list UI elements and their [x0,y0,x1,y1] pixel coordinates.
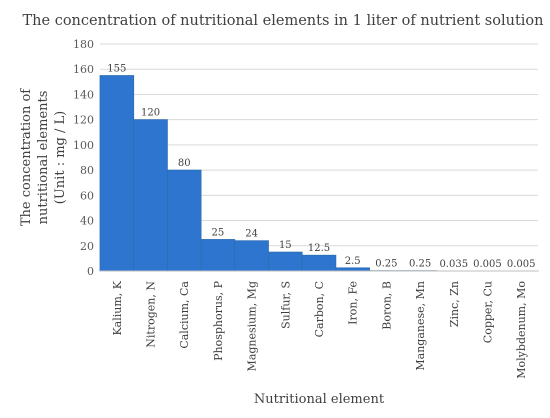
x-category-label: Kalium, K [111,280,124,335]
x-category-label: Manganese, Mn [414,281,427,371]
y-tick-label: 100 [73,139,94,152]
y-axis-title-line: (Unit : mg / L) [53,111,68,204]
y-tick-label: 40 [80,215,94,228]
x-category-label: Iron, Fe [347,281,360,325]
x-category-label: Zinc, Zn [448,281,461,327]
bars [99,75,539,272]
x-axis-categories: Kalium, K Nitrogen, N Calcium, Ca Phosphoru… [111,280,528,378]
chart-title: The concentration of nutritional element… [23,13,544,29]
data-label: 25 [212,227,225,238]
x-category-label: Boron, B [380,281,393,330]
y-tick-label: 160 [73,63,94,76]
data-label: 155 [107,64,126,75]
bar [99,75,135,272]
bar [166,169,202,272]
y-tick-label: 80 [80,164,94,177]
y-axis-ticks: 0 20 40 60 80 100 120 140 160 180 [73,38,94,278]
y-tick-label: 120 [73,114,94,127]
data-label: 2.5 [345,256,361,267]
y-tick-label: 180 [73,38,94,51]
y-tick-label: 140 [73,88,94,101]
data-label: 0.005 [507,259,536,270]
y-axis-title: The concentration of nutritional elements… [19,88,68,226]
data-label: 0.005 [473,259,502,270]
data-label: 0.035 [439,259,468,270]
data-label: 15 [279,240,292,251]
bar [301,254,337,272]
x-category-label: Molybdenum, Mo [515,281,528,379]
data-label: 12.5 [308,243,330,254]
x-category-label: Magnesium, Mg [246,281,259,371]
y-axis-title-line: The concentration of [19,88,34,226]
data-label: 120 [141,108,160,119]
data-label: 24 [245,229,258,240]
x-category-label: Nitrogen, N [145,281,158,348]
bar [200,239,236,272]
y-axis-title-line: nutritional elements [36,91,51,225]
data-label: 80 [178,158,191,169]
x-category-label: Sulfur, S [279,281,292,329]
bar [133,119,168,272]
y-tick-label: 60 [80,189,94,202]
bar [234,240,269,272]
x-category-label: Calcium, Ca [178,281,191,349]
bar [268,251,303,272]
y-tick-label: 0 [87,265,94,278]
data-label: 0.25 [409,259,431,270]
x-category-label: Carbon, C [313,281,326,337]
data-label: 0.25 [375,259,397,270]
x-axis-title: Nutritional element [254,392,385,407]
data-labels: 155 120 80 25 24 15 12.5 2.5 0.25 0.25 0.035 0.005 0… [107,64,535,270]
y-tick-label: 20 [80,240,94,253]
x-category-label: Copper, Cu [481,281,494,343]
x-category-label: Phosphorus, P [212,280,225,360]
